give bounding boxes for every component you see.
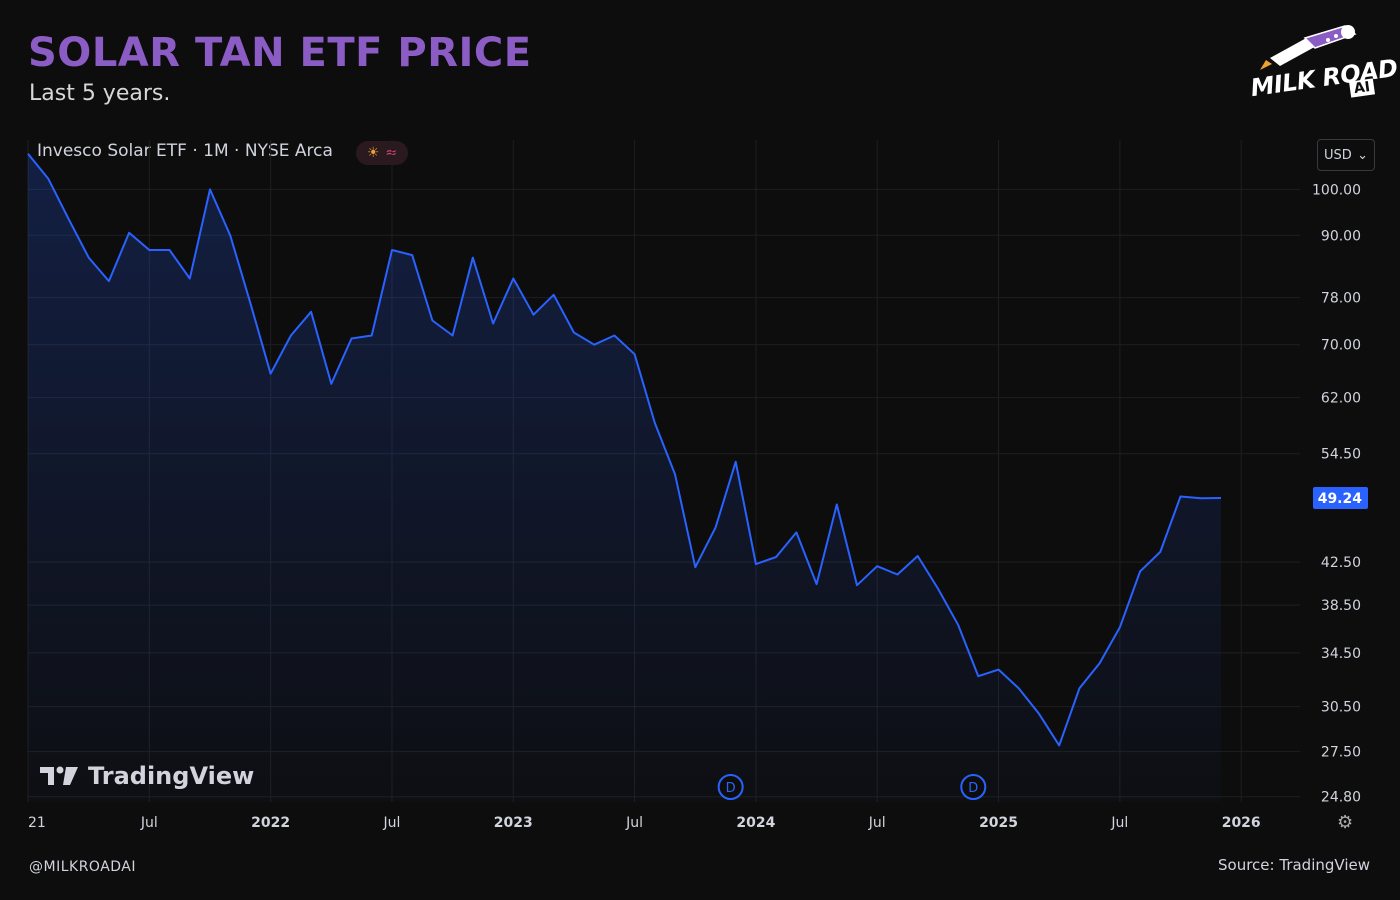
- y-tick-label: 54.50: [1321, 447, 1361, 463]
- sun-icon: ☀: [366, 145, 380, 161]
- tradingview-icon: [40, 766, 78, 785]
- settings-icon[interactable]: ⚙: [1337, 812, 1354, 833]
- y-tick-label: 34.50: [1321, 646, 1361, 662]
- y-tick-label: 78.00: [1321, 291, 1361, 307]
- y-tick-label: 24.80: [1321, 790, 1361, 806]
- dividend-marker: D: [717, 774, 744, 800]
- x-tick-label: 2022: [251, 815, 290, 831]
- x-tick-label: 2025: [979, 815, 1018, 831]
- y-tick-label: 42.50: [1321, 555, 1361, 571]
- page-subtitle: Last 5 years.: [29, 81, 171, 106]
- x-tick-label: 2023: [494, 815, 533, 831]
- y-tick-label: 62.00: [1321, 391, 1361, 407]
- y-axis: 24.80 27.50 30.50 34.50 38.50 42.50 54.50 62.00…: [1312, 182, 1361, 805]
- x-tick-label: 2026: [1222, 815, 1261, 831]
- dividend-marker-circle: [960, 774, 987, 800]
- chevron-down-icon: ⌄: [1357, 147, 1368, 163]
- x-tick-label: Jul: [868, 815, 886, 831]
- wave-icon: ≈: [385, 145, 398, 161]
- series-line: [27, 153, 1222, 747]
- last-price-label: 49.24: [1318, 491, 1363, 507]
- y-tick-label: 27.50: [1321, 745, 1361, 761]
- symbol-label[interactable]: Invesco Solar ETF · 1M · NYSE Arca: [37, 141, 333, 161]
- dividend-marker: D: [960, 774, 987, 800]
- dividend-marker-circle: [717, 774, 744, 800]
- x-tick-label: Jul: [625, 815, 643, 831]
- x-tick-label: 2024: [736, 815, 775, 831]
- y-tick-label: 100.00: [1312, 182, 1361, 198]
- page-title: SOLAR TAN ETF PRICE: [28, 30, 532, 76]
- y-tick-label: 38.50: [1321, 598, 1361, 614]
- x-tick-label: Jul: [383, 815, 401, 831]
- currency-select[interactable]: USD ⌄: [1317, 139, 1375, 171]
- x-tick-label: Jul: [1110, 815, 1128, 831]
- y-tick-label: 30.50: [1321, 700, 1361, 716]
- x-tick-label: Jul: [140, 815, 158, 831]
- y-tick-label: 70.00: [1321, 338, 1361, 354]
- y-tick-label: 90.00: [1321, 228, 1361, 244]
- market-status-pill[interactable]: ☀ ≈: [356, 141, 408, 165]
- dividend-marker-label: D: [968, 781, 978, 796]
- footer-source: Source: TradingView: [1218, 856, 1370, 874]
- x-tick-label: 21: [28, 815, 46, 831]
- series-area: [28, 153, 1221, 803]
- tradingview-text: TradingView: [88, 762, 255, 790]
- dividend-marker-label: D: [726, 781, 736, 796]
- x-axis: 21 Jul 2022 Jul 2023 Jul 2024 Jul 2025 Jul 2026: [28, 815, 1261, 831]
- rocket-illustration-icon: [1260, 25, 1357, 70]
- last-price-badge: [1313, 486, 1368, 509]
- milk-road-logo: MILK ROAD AI: [1249, 18, 1399, 118]
- footer-handle: @MILKROADAI: [29, 859, 137, 875]
- currency-label: USD: [1324, 147, 1352, 163]
- tradingview-watermark: TradingView: [40, 762, 254, 790]
